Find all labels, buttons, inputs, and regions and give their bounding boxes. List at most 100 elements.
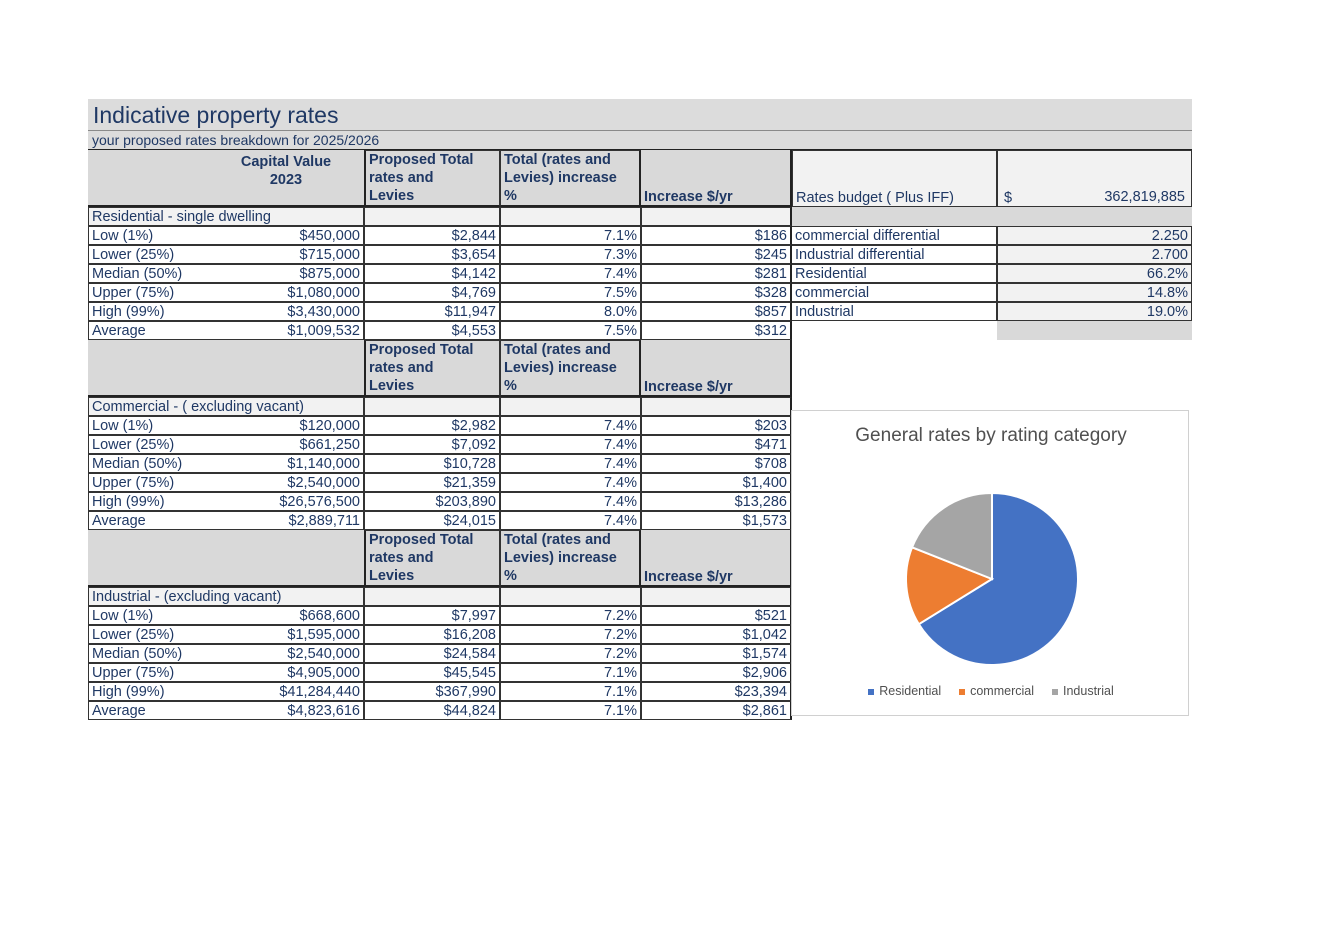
capital-value: $1,009,532	[208, 321, 364, 340]
row-label: Low (1%)	[88, 606, 208, 625]
increase-percent: 7.2%	[500, 644, 641, 663]
legend-item-commercial: commercial	[959, 684, 1034, 698]
rates-sheet: Indicative property rates your proposed …	[88, 99, 1192, 720]
proposed-total: $44,824	[364, 701, 500, 720]
header-label-block	[88, 530, 364, 587]
chart-legend: Residential commercial Industrial	[792, 684, 1190, 698]
capital-value: $1,080,000	[208, 283, 364, 302]
total-increase-header: Total (rates and Levies) increase%	[500, 530, 641, 587]
legend-swatch	[959, 688, 966, 695]
capital-value: $715,000	[208, 245, 364, 264]
increase-percent: 7.1%	[500, 682, 641, 701]
capital-value: $2,540,000	[208, 644, 364, 663]
proposed-total: $24,015	[364, 511, 500, 530]
capital-value-header-line: Capital Value	[240, 154, 332, 170]
total-increase-header: Total (rates and Levies) increase%	[500, 340, 641, 397]
increase-percent: 7.4%	[500, 264, 641, 283]
capital-value: $875,000	[208, 264, 364, 283]
proposed-total: $7,997	[364, 606, 500, 625]
increase-header: Increase $/yr	[641, 530, 792, 587]
increase-per-year: $281	[641, 264, 792, 283]
proposed-total-header: Proposed Total rates and Levies	[364, 150, 500, 207]
increase-per-year: $1,042	[641, 625, 792, 644]
capital-value: $4,905,000	[208, 663, 364, 682]
total-increase-header-line: Levies) increase	[504, 550, 617, 566]
proposed-total: $367,990	[364, 682, 500, 701]
row-label: Lower (25%)	[88, 435, 208, 454]
increase-per-year: $245	[641, 245, 792, 264]
total-increase-header-line: Levies) increase	[504, 360, 617, 376]
capital-value: $4,823,616	[208, 701, 364, 720]
row-label: Median (50%)	[88, 644, 208, 663]
row-label: Lower (25%)	[88, 625, 208, 644]
proposed-total-header: Proposed Total rates and Levies	[364, 340, 500, 397]
increase-per-year: $2,861	[641, 701, 792, 720]
row-label: Average	[88, 701, 208, 720]
increase-percent: 7.4%	[500, 473, 641, 492]
proposed-total: $16,208	[364, 625, 500, 644]
header-label-block	[88, 150, 364, 207]
legend-label: Residential	[879, 684, 942, 698]
proposed-header-line: Levies	[369, 568, 415, 584]
proposed-total: $2,982	[364, 416, 500, 435]
proposed-header-line: rates and	[369, 360, 434, 376]
total-increase-header: Total (rates and Levies) increase%	[500, 150, 641, 207]
subtitle-band: your proposed rates breakdown for 2025/2…	[88, 131, 1192, 150]
summary-value: 2.250	[997, 226, 1192, 245]
proposed-total: $3,654	[364, 245, 500, 264]
page-subtitle: your proposed rates breakdown for 2025/2…	[92, 132, 380, 148]
legend-item-industrial: Industrial	[1052, 684, 1114, 698]
row-label: Upper (75%)	[88, 663, 208, 682]
legend-swatch	[868, 688, 875, 695]
proposed-header-line: rates and	[369, 550, 434, 566]
increase-header: Increase $/yr	[641, 340, 792, 397]
capital-value: $1,595,000	[208, 625, 364, 644]
proposed-total: $10,728	[364, 454, 500, 473]
increase-percent: 8.0%	[500, 302, 641, 321]
capital-value: $2,540,000	[208, 473, 364, 492]
proposed-total: $24,584	[364, 644, 500, 663]
capital-value: $120,000	[208, 416, 364, 435]
increase-per-year: $312	[641, 321, 792, 340]
section-blank	[364, 587, 500, 606]
proposed-header-line: Proposed Total	[369, 532, 474, 548]
row-label: High (99%)	[88, 302, 208, 321]
increase-percent: 7.5%	[500, 321, 641, 340]
proposed-total: $4,142	[364, 264, 500, 283]
increase-percent: 7.1%	[500, 226, 641, 245]
proposed-total: $4,769	[364, 283, 500, 302]
capital-value: $3,430,000	[208, 302, 364, 321]
capital-value-header: Capital Value 2023	[208, 153, 364, 191]
row-label: Median (50%)	[88, 264, 208, 283]
capital-value: $1,140,000	[208, 454, 364, 473]
increase-per-year: $23,394	[641, 682, 792, 701]
proposed-header-line: Levies	[369, 188, 415, 204]
proposed-total-header: Proposed Total rates and Levies	[364, 530, 500, 587]
section-blank	[364, 207, 500, 226]
capital-value: $2,889,711	[208, 511, 364, 530]
total-increase-header-line: %	[504, 188, 517, 204]
total-increase-header-line: Total (rates and	[504, 532, 611, 548]
total-increase-header-line: Total (rates and	[504, 342, 611, 358]
increase-header: Increase $/yr	[641, 150, 792, 207]
increase-percent: 7.4%	[500, 435, 641, 454]
legend-label: Industrial	[1063, 684, 1114, 698]
increase-per-year: $186	[641, 226, 792, 245]
proposed-header-line: Proposed Total	[369, 342, 474, 358]
section-name: Industrial - (excluding vacant)	[88, 587, 364, 606]
proposed-header-line: Levies	[369, 378, 415, 394]
summary-label: commercial	[792, 283, 997, 302]
proposed-total: $45,545	[364, 663, 500, 682]
row-label: Upper (75%)	[88, 473, 208, 492]
legend-label: commercial	[970, 684, 1034, 698]
proposed-total: $21,359	[364, 473, 500, 492]
row-label: Median (50%)	[88, 454, 208, 473]
pie-slice-commercial	[905, 546, 995, 626]
row-label: Low (1%)	[88, 416, 208, 435]
pie-slice-residential	[917, 491, 1079, 666]
proposed-total: $203,890	[364, 492, 500, 511]
rates-budget-currency: $	[997, 150, 1192, 207]
row-label: High (99%)	[88, 682, 208, 701]
increase-percent: 7.3%	[500, 245, 641, 264]
summary-label: commercial differential	[792, 226, 997, 245]
